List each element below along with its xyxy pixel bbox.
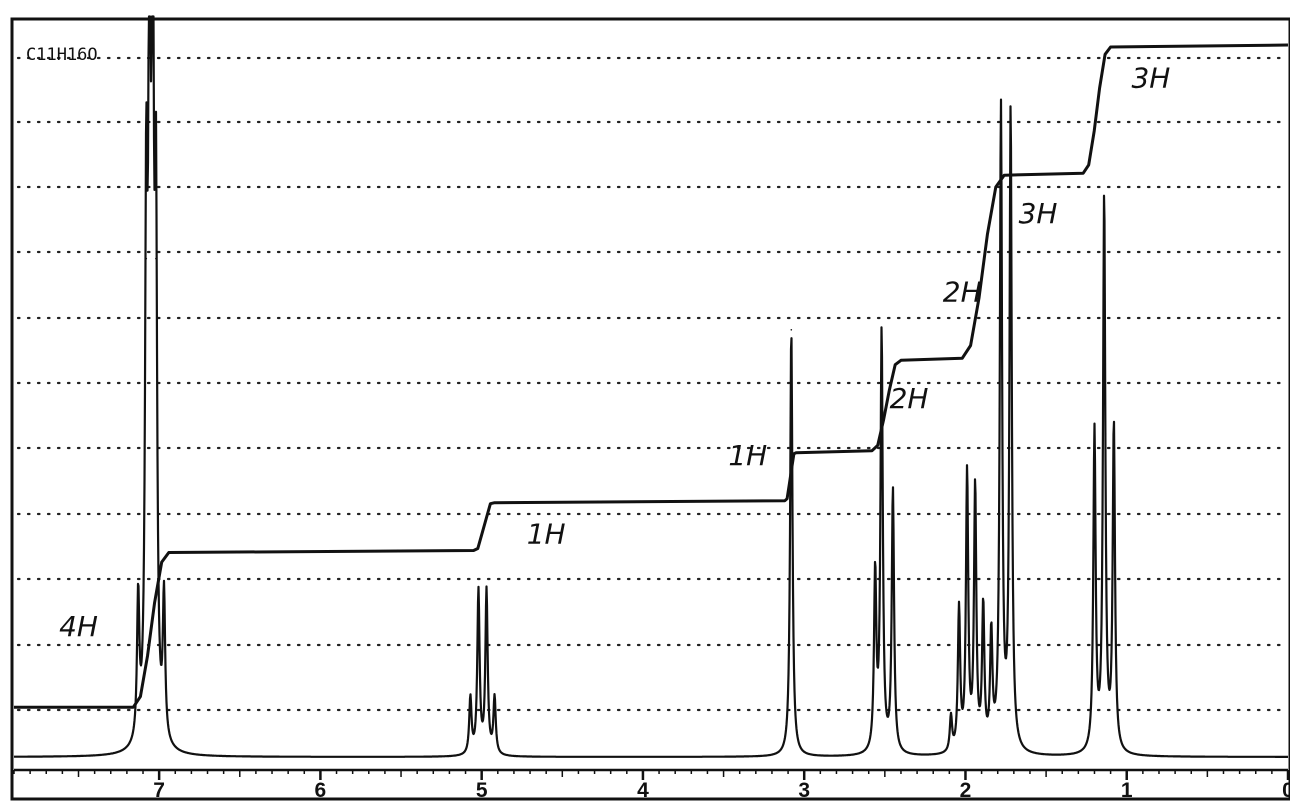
integration-label: 2H (943, 275, 982, 308)
peak-point (790, 329, 793, 331)
plot-frame (10, 17, 1290, 801)
integration-label: 2H (890, 382, 929, 415)
peak-point (485, 592, 488, 595)
x-axis: 7 6 5 4 3 2 1 0 (13, 768, 1290, 802)
peak-point (1000, 115, 1002, 117)
peak-point (493, 699, 496, 701)
integration-label: 1H (728, 439, 767, 472)
peak-point (958, 613, 960, 616)
peak-point (151, 44, 154, 46)
x-tick-label: 7 (153, 779, 165, 801)
peak-point (163, 613, 165, 616)
peak-point (950, 720, 952, 723)
spectrum-trace (13, 15, 1289, 758)
peak-point (874, 578, 876, 580)
integration-annotations: 4H 1H 1H 2H 2H 3H 3H (59, 62, 1170, 643)
peak-point (966, 478, 968, 481)
peak-point (974, 492, 976, 495)
x-tick-label: 4 (637, 779, 649, 801)
peak-point (880, 336, 883, 338)
peak-point (1093, 435, 1096, 438)
x-tick-label: 2 (960, 779, 972, 801)
grid-lines (16, 56, 1288, 712)
molecular-formula: C11H16O (26, 45, 98, 65)
x-tick-label: 3 (798, 779, 810, 801)
x-tick-label: 0 (1282, 779, 1290, 801)
x-tick-label: 6 (315, 779, 327, 801)
spectrum-line (13, 15, 1289, 758)
peak-point (1113, 428, 1115, 431)
peak-point (155, 257, 157, 260)
peak-point (477, 592, 480, 595)
x-tick-label: 5 (476, 779, 488, 801)
x-tick-label: 1 (1121, 779, 1133, 801)
integration-label: 3H (1019, 197, 1058, 230)
peak-point (1103, 200, 1105, 203)
peak-point (148, 44, 151, 46)
integration-label: 4H (59, 610, 98, 643)
peak-point (982, 613, 985, 616)
integration-step-line (14, 43, 1289, 709)
integration-label: 1H (527, 517, 566, 550)
peak-point (1009, 115, 1012, 117)
peak-point (990, 642, 993, 644)
peak-point (145, 257, 148, 260)
peak-point (892, 492, 894, 495)
integration-label: 3H (1131, 62, 1170, 95)
peak-point (137, 613, 139, 616)
integration-curve (14, 43, 1289, 709)
peak-point (469, 699, 472, 701)
